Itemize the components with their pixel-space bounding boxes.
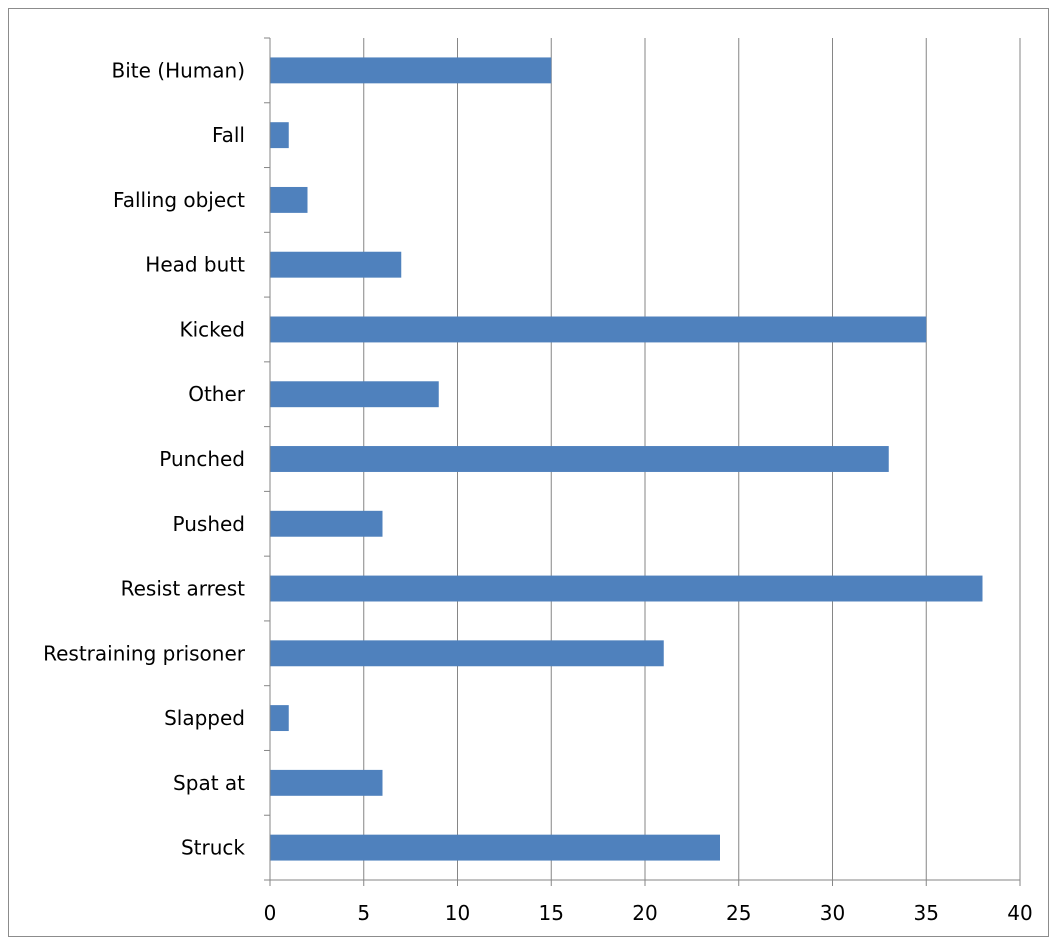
x-tick-label: 25: [726, 901, 751, 925]
category-label: Slapped: [164, 706, 245, 730]
bar-1: [270, 122, 289, 149]
x-tick-label: 0: [264, 901, 277, 925]
category-label: Spat at: [173, 771, 245, 795]
category-label: Struck: [181, 836, 245, 860]
category-label: Kicked: [179, 317, 245, 341]
category-label: Head butt: [145, 253, 245, 277]
bar-12: [270, 834, 720, 861]
category-label: Resist arrest: [121, 577, 246, 601]
bar-0: [270, 57, 552, 84]
bars: [270, 57, 983, 861]
category-label: Punched: [159, 447, 245, 471]
bar-3: [270, 251, 402, 278]
category-label: Fall: [212, 123, 245, 147]
x-tick-label: 35: [914, 901, 939, 925]
category-label: Falling object: [113, 188, 245, 212]
bar-5: [270, 381, 439, 408]
x-tick-label: 15: [539, 901, 564, 925]
x-tick-label: 20: [632, 901, 657, 925]
bar-10: [270, 705, 289, 732]
x-tick-label: 5: [357, 901, 370, 925]
bar-7: [270, 510, 383, 537]
chart-frame: [8, 8, 1049, 937]
category-label: Other: [188, 382, 246, 406]
x-tick-label: 30: [820, 901, 845, 925]
bar-2: [270, 186, 308, 213]
category-label: Pushed: [173, 512, 245, 536]
bar-4: [270, 316, 927, 343]
bar-8: [270, 575, 983, 602]
axes: [264, 37, 1021, 886]
labels: Bite (Human) Fall Falling object Head butt K…: [43, 58, 1033, 925]
bar-11: [270, 769, 383, 796]
bar-9: [270, 640, 664, 667]
bar-6: [270, 446, 889, 472]
category-label: Restraining prisoner: [43, 641, 246, 665]
category-label: Bite (Human): [111, 58, 245, 82]
x-tick-label: 40: [1007, 901, 1032, 925]
x-tick-label: 10: [445, 901, 470, 925]
